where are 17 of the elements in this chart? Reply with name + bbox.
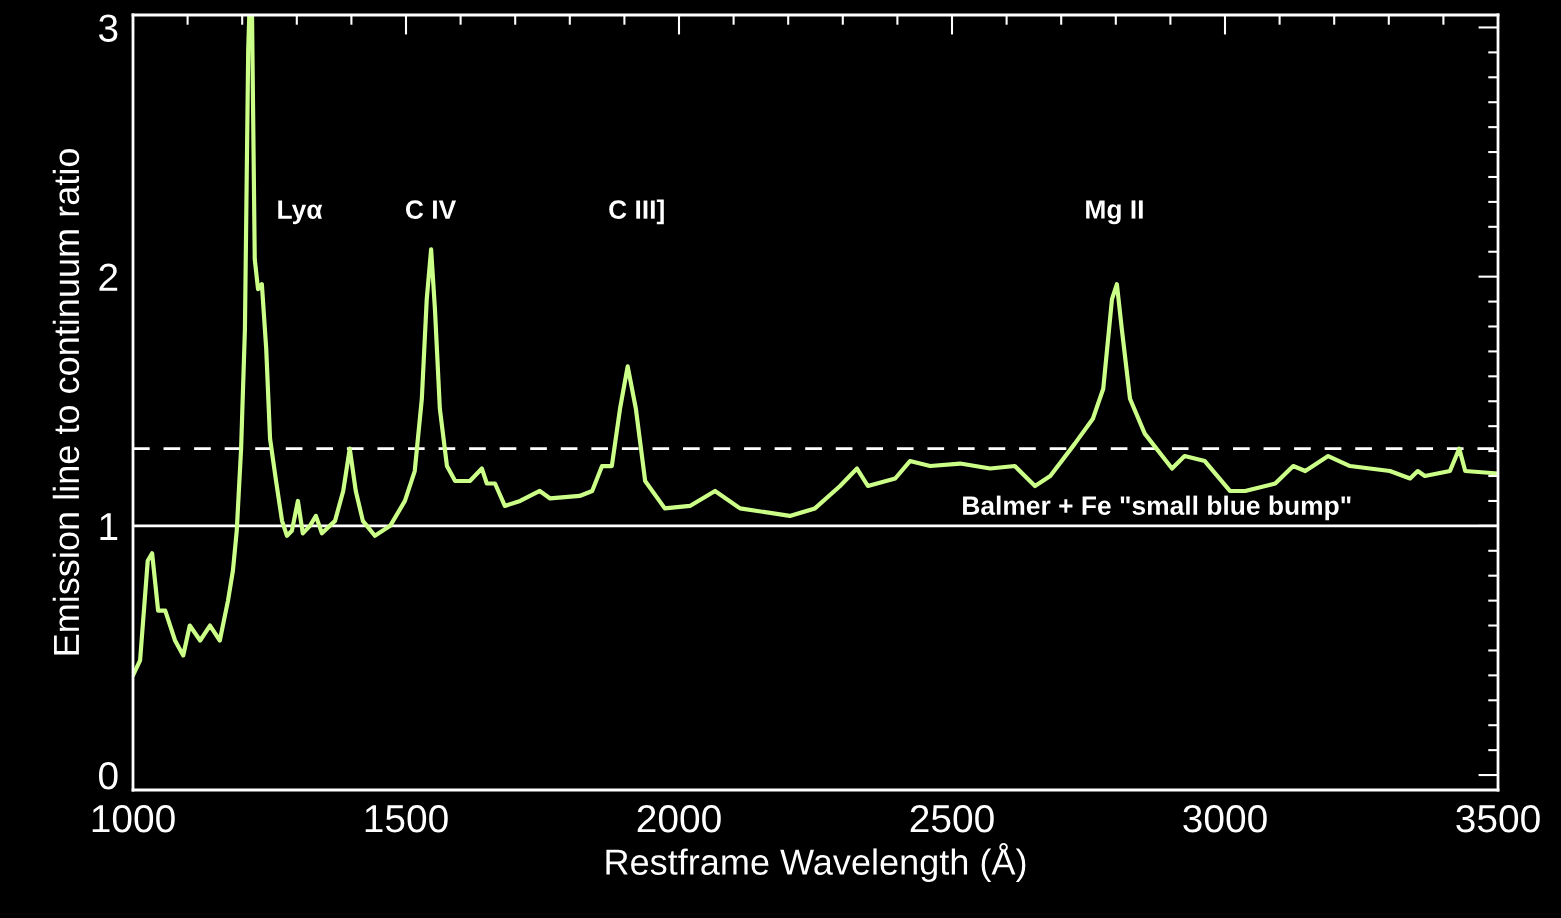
annotation: C IV bbox=[405, 200, 457, 219]
y-axis-title: Emission line to continuum ratio bbox=[52, 149, 80, 655]
x-tick-label: 1500 bbox=[365, 804, 448, 833]
annotation: Lyα bbox=[278, 200, 323, 225]
x-tick-label: 3000 bbox=[1183, 804, 1267, 833]
x-tick-label: 3500 bbox=[1456, 804, 1540, 833]
annotation: C III] bbox=[609, 199, 664, 225]
y-tick-label: 1 bbox=[100, 513, 118, 540]
y-tick-label: 2 bbox=[99, 263, 118, 291]
x-tick-label: 1000 bbox=[92, 804, 175, 833]
y-tick-label: 0 bbox=[99, 761, 118, 790]
x-tick-label: 2500 bbox=[910, 804, 994, 833]
annotation: Mg II bbox=[1086, 200, 1143, 225]
annotation: Balmer + Fe "small blue bump" bbox=[963, 495, 1351, 521]
x-tick-label: 2000 bbox=[637, 804, 721, 833]
x-axis-title: Restframe Wavelength (Å) bbox=[606, 842, 1026, 883]
y-tick-label: 3 bbox=[98, 14, 118, 42]
